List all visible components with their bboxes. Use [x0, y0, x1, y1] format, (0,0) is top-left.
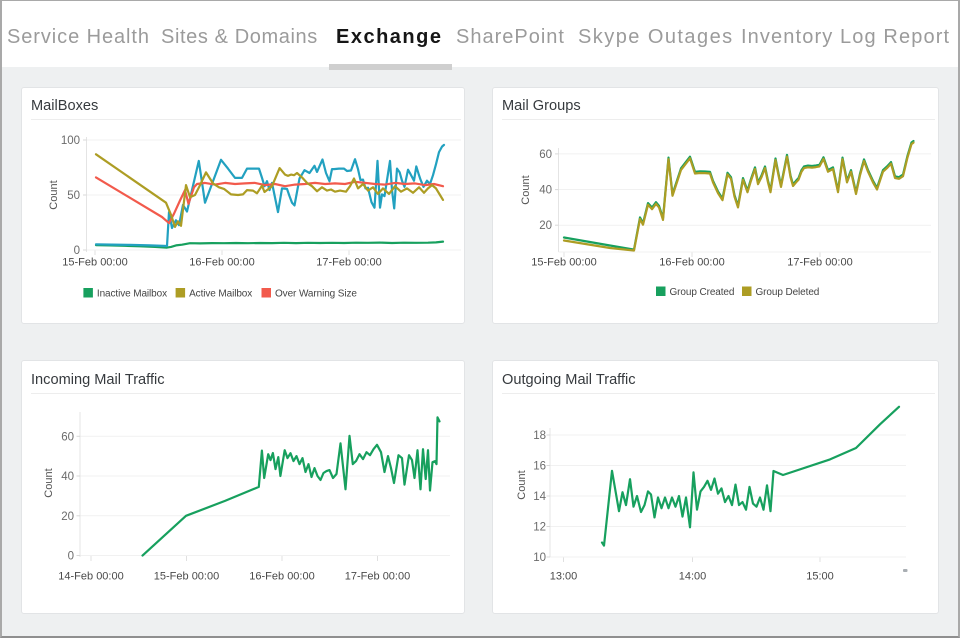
- svg-text:14:00: 14:00: [679, 570, 707, 582]
- svg-text:60: 60: [61, 431, 74, 443]
- svg-text:10: 10: [533, 552, 546, 564]
- svg-text:MailBoxes: MailBoxes: [31, 98, 98, 114]
- svg-text:Over Warning Size: Over Warning Size: [275, 289, 357, 300]
- svg-text:Active Mailbox: Active Mailbox: [189, 289, 252, 300]
- svg-text:13:00: 13:00: [550, 570, 578, 582]
- svg-text:17-Feb 00:00: 17-Feb 00:00: [787, 257, 852, 269]
- svg-text:20: 20: [61, 511, 74, 523]
- svg-text:14-Feb 00:00: 14-Feb 00:00: [58, 570, 123, 582]
- svg-text:Count: Count: [48, 180, 60, 209]
- svg-text:15:00: 15:00: [806, 570, 834, 582]
- svg-text:40: 40: [539, 185, 552, 197]
- svg-text:16-Feb 00:00: 16-Feb 00:00: [659, 257, 724, 269]
- svg-text:Inactive Mailbox: Inactive Mailbox: [97, 289, 167, 300]
- svg-text:16-Feb 00:00: 16-Feb 00:00: [189, 257, 254, 269]
- svg-text:60: 60: [539, 149, 552, 161]
- svg-text:18: 18: [533, 430, 546, 442]
- svg-text:Count: Count: [43, 468, 55, 497]
- svg-text:Incoming Mail Traffic: Incoming Mail Traffic: [31, 372, 165, 388]
- svg-text:15-Feb 00:00: 15-Feb 00:00: [154, 570, 219, 582]
- svg-text:16-Feb 00:00: 16-Feb 00:00: [249, 570, 314, 582]
- svg-text:20: 20: [539, 220, 552, 232]
- svg-text:0: 0: [68, 551, 74, 563]
- svg-text:17-Feb 00:00: 17-Feb 00:00: [316, 257, 381, 269]
- svg-text:Mail Groups: Mail Groups: [502, 98, 581, 114]
- svg-text:Count: Count: [516, 470, 528, 499]
- svg-text:14: 14: [533, 491, 546, 503]
- svg-text:Group Created: Group Created: [670, 287, 735, 298]
- svg-text:15-Feb 00:00: 15-Feb 00:00: [62, 257, 127, 269]
- svg-text:Outgoing Mail Traffic: Outgoing Mail Traffic: [502, 372, 636, 388]
- svg-text:40: 40: [61, 471, 74, 483]
- svg-text:0: 0: [74, 245, 80, 257]
- svg-text:12: 12: [533, 522, 546, 534]
- svg-text:17-Feb 00:00: 17-Feb 00:00: [345, 570, 410, 582]
- svg-text:Count: Count: [520, 175, 532, 204]
- svg-text:16: 16: [533, 461, 546, 473]
- svg-text:50: 50: [67, 190, 80, 202]
- svg-text:Group Deleted: Group Deleted: [756, 287, 820, 298]
- svg-text:100: 100: [61, 135, 80, 147]
- svg-text:15-Feb 00:00: 15-Feb 00:00: [531, 257, 596, 269]
